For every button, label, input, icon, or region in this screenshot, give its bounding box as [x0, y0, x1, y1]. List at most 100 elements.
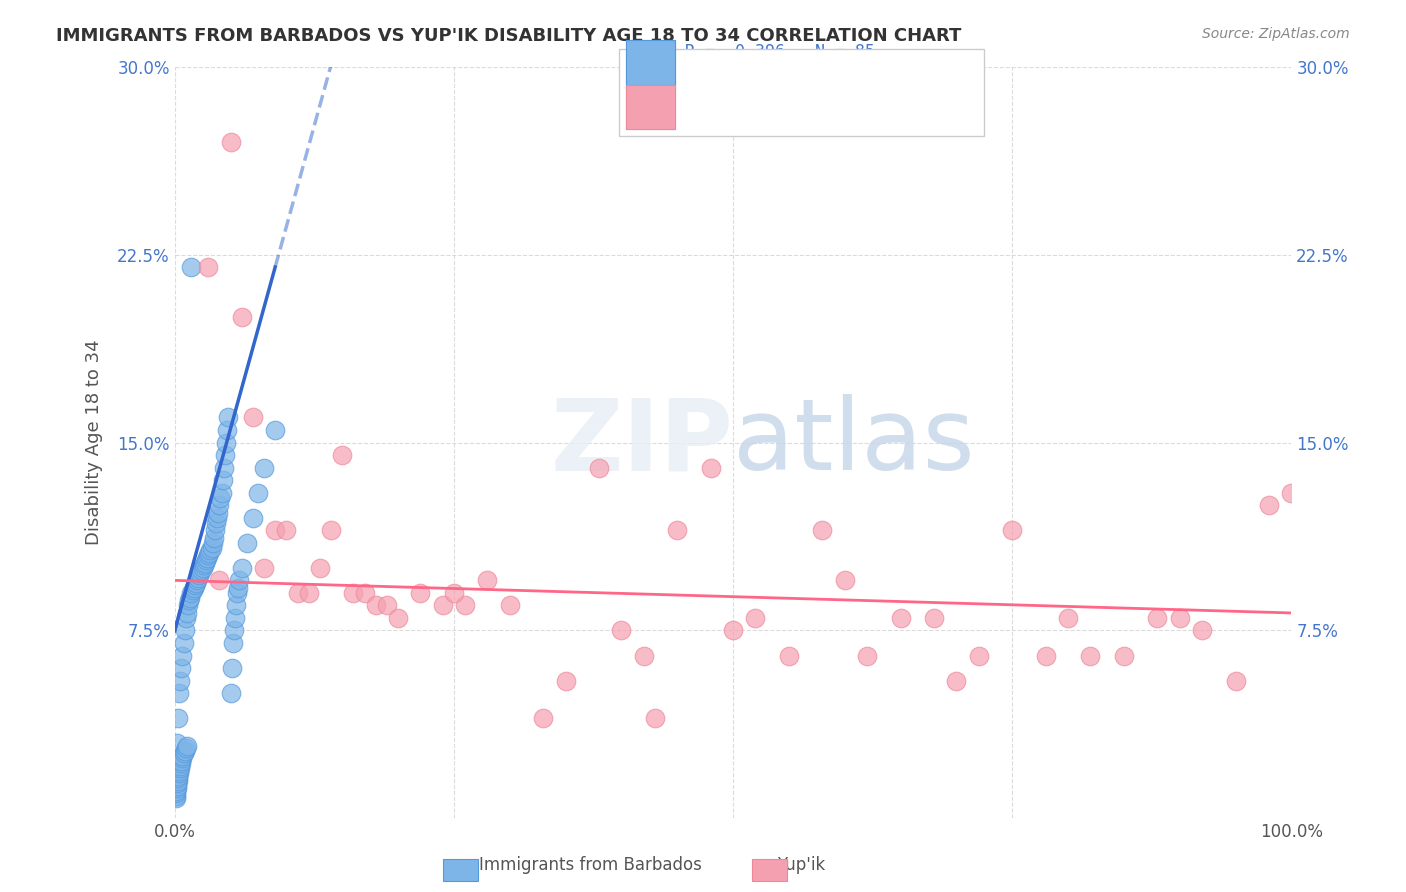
- Point: [454, 599, 477, 613]
- Point: [176, 606, 198, 620]
- Point: [187, 571, 209, 585]
- Point: [211, 473, 233, 487]
- Point: [173, 744, 195, 758]
- Point: [169, 759, 191, 773]
- Point: [217, 410, 239, 425]
- Point: [231, 310, 253, 325]
- Point: [190, 566, 212, 580]
- Point: [172, 748, 194, 763]
- Point: [330, 448, 353, 462]
- Point: [167, 769, 190, 783]
- Point: [167, 764, 190, 778]
- Point: [201, 535, 224, 549]
- Point: [253, 561, 276, 575]
- Point: [221, 661, 243, 675]
- Point: [193, 558, 215, 573]
- Point: [194, 553, 217, 567]
- Point: [242, 510, 264, 524]
- Text: R =  0.396   N = 85: R = 0.396 N = 85: [685, 43, 875, 61]
- Point: [721, 624, 744, 638]
- Point: [167, 772, 190, 786]
- Point: [173, 636, 195, 650]
- Point: [215, 435, 238, 450]
- Point: [228, 581, 250, 595]
- Point: [179, 593, 201, 607]
- Y-axis label: Disability Age 18 to 34: Disability Age 18 to 34: [86, 340, 103, 545]
- Point: [276, 523, 298, 537]
- Point: [834, 574, 856, 588]
- Point: [1258, 498, 1281, 512]
- Point: [166, 781, 188, 796]
- Point: [174, 611, 197, 625]
- Point: [228, 574, 250, 588]
- Point: [308, 561, 330, 575]
- Point: [699, 460, 721, 475]
- Text: ZIP: ZIP: [550, 394, 733, 491]
- Point: [610, 624, 633, 638]
- Point: [387, 611, 409, 625]
- Point: [945, 673, 967, 688]
- Point: [588, 460, 610, 475]
- Point: [204, 523, 226, 537]
- Point: [498, 599, 520, 613]
- Point: [744, 611, 766, 625]
- Point: [222, 624, 245, 638]
- Point: [889, 611, 911, 625]
- Text: IMMIGRANTS FROM BARBADOS VS YUP'IK DISABILITY AGE 18 TO 34 CORRELATION CHART: IMMIGRANTS FROM BARBADOS VS YUP'IK DISAB…: [56, 27, 962, 45]
- Point: [967, 648, 990, 663]
- Point: [190, 563, 212, 577]
- Point: [219, 686, 242, 700]
- Point: [172, 648, 194, 663]
- Point: [214, 448, 236, 462]
- Point: [1225, 673, 1247, 688]
- Text: R = -0.077   N = 53: R = -0.077 N = 53: [685, 87, 875, 105]
- Point: [165, 791, 187, 805]
- Point: [165, 784, 187, 798]
- Point: [225, 599, 247, 613]
- Point: [169, 761, 191, 775]
- Point: [353, 586, 375, 600]
- Point: [922, 611, 945, 625]
- Point: [167, 686, 190, 700]
- Point: [1191, 624, 1213, 638]
- Point: [170, 754, 193, 768]
- Point: [298, 586, 321, 600]
- Point: [231, 561, 253, 575]
- Point: [202, 531, 225, 545]
- Point: [170, 661, 193, 675]
- Point: [197, 549, 219, 563]
- Point: [166, 736, 188, 750]
- Point: [172, 751, 194, 765]
- Point: [170, 756, 193, 771]
- Point: [1001, 523, 1024, 537]
- Point: [200, 543, 222, 558]
- Point: [287, 586, 309, 600]
- Point: [188, 568, 211, 582]
- Point: [319, 523, 342, 537]
- Point: [208, 574, 231, 588]
- Point: [179, 591, 201, 605]
- Point: [191, 561, 214, 575]
- Point: [165, 786, 187, 800]
- Point: [211, 485, 233, 500]
- Text: Source: ZipAtlas.com: Source: ZipAtlas.com: [1202, 27, 1350, 41]
- Point: [180, 260, 202, 274]
- Point: [633, 648, 655, 663]
- Point: [205, 510, 228, 524]
- Point: [167, 766, 190, 780]
- Point: [169, 673, 191, 688]
- Point: [184, 575, 207, 590]
- Point: [184, 578, 207, 592]
- Point: [477, 574, 499, 588]
- Point: [531, 711, 554, 725]
- Point: [247, 485, 270, 500]
- Point: [195, 550, 218, 565]
- Point: [778, 648, 800, 663]
- Point: [205, 516, 228, 530]
- Point: [375, 599, 398, 613]
- Point: [167, 711, 190, 725]
- Point: [644, 711, 666, 725]
- Point: [264, 423, 287, 437]
- Point: [1112, 648, 1135, 663]
- Point: [166, 776, 188, 790]
